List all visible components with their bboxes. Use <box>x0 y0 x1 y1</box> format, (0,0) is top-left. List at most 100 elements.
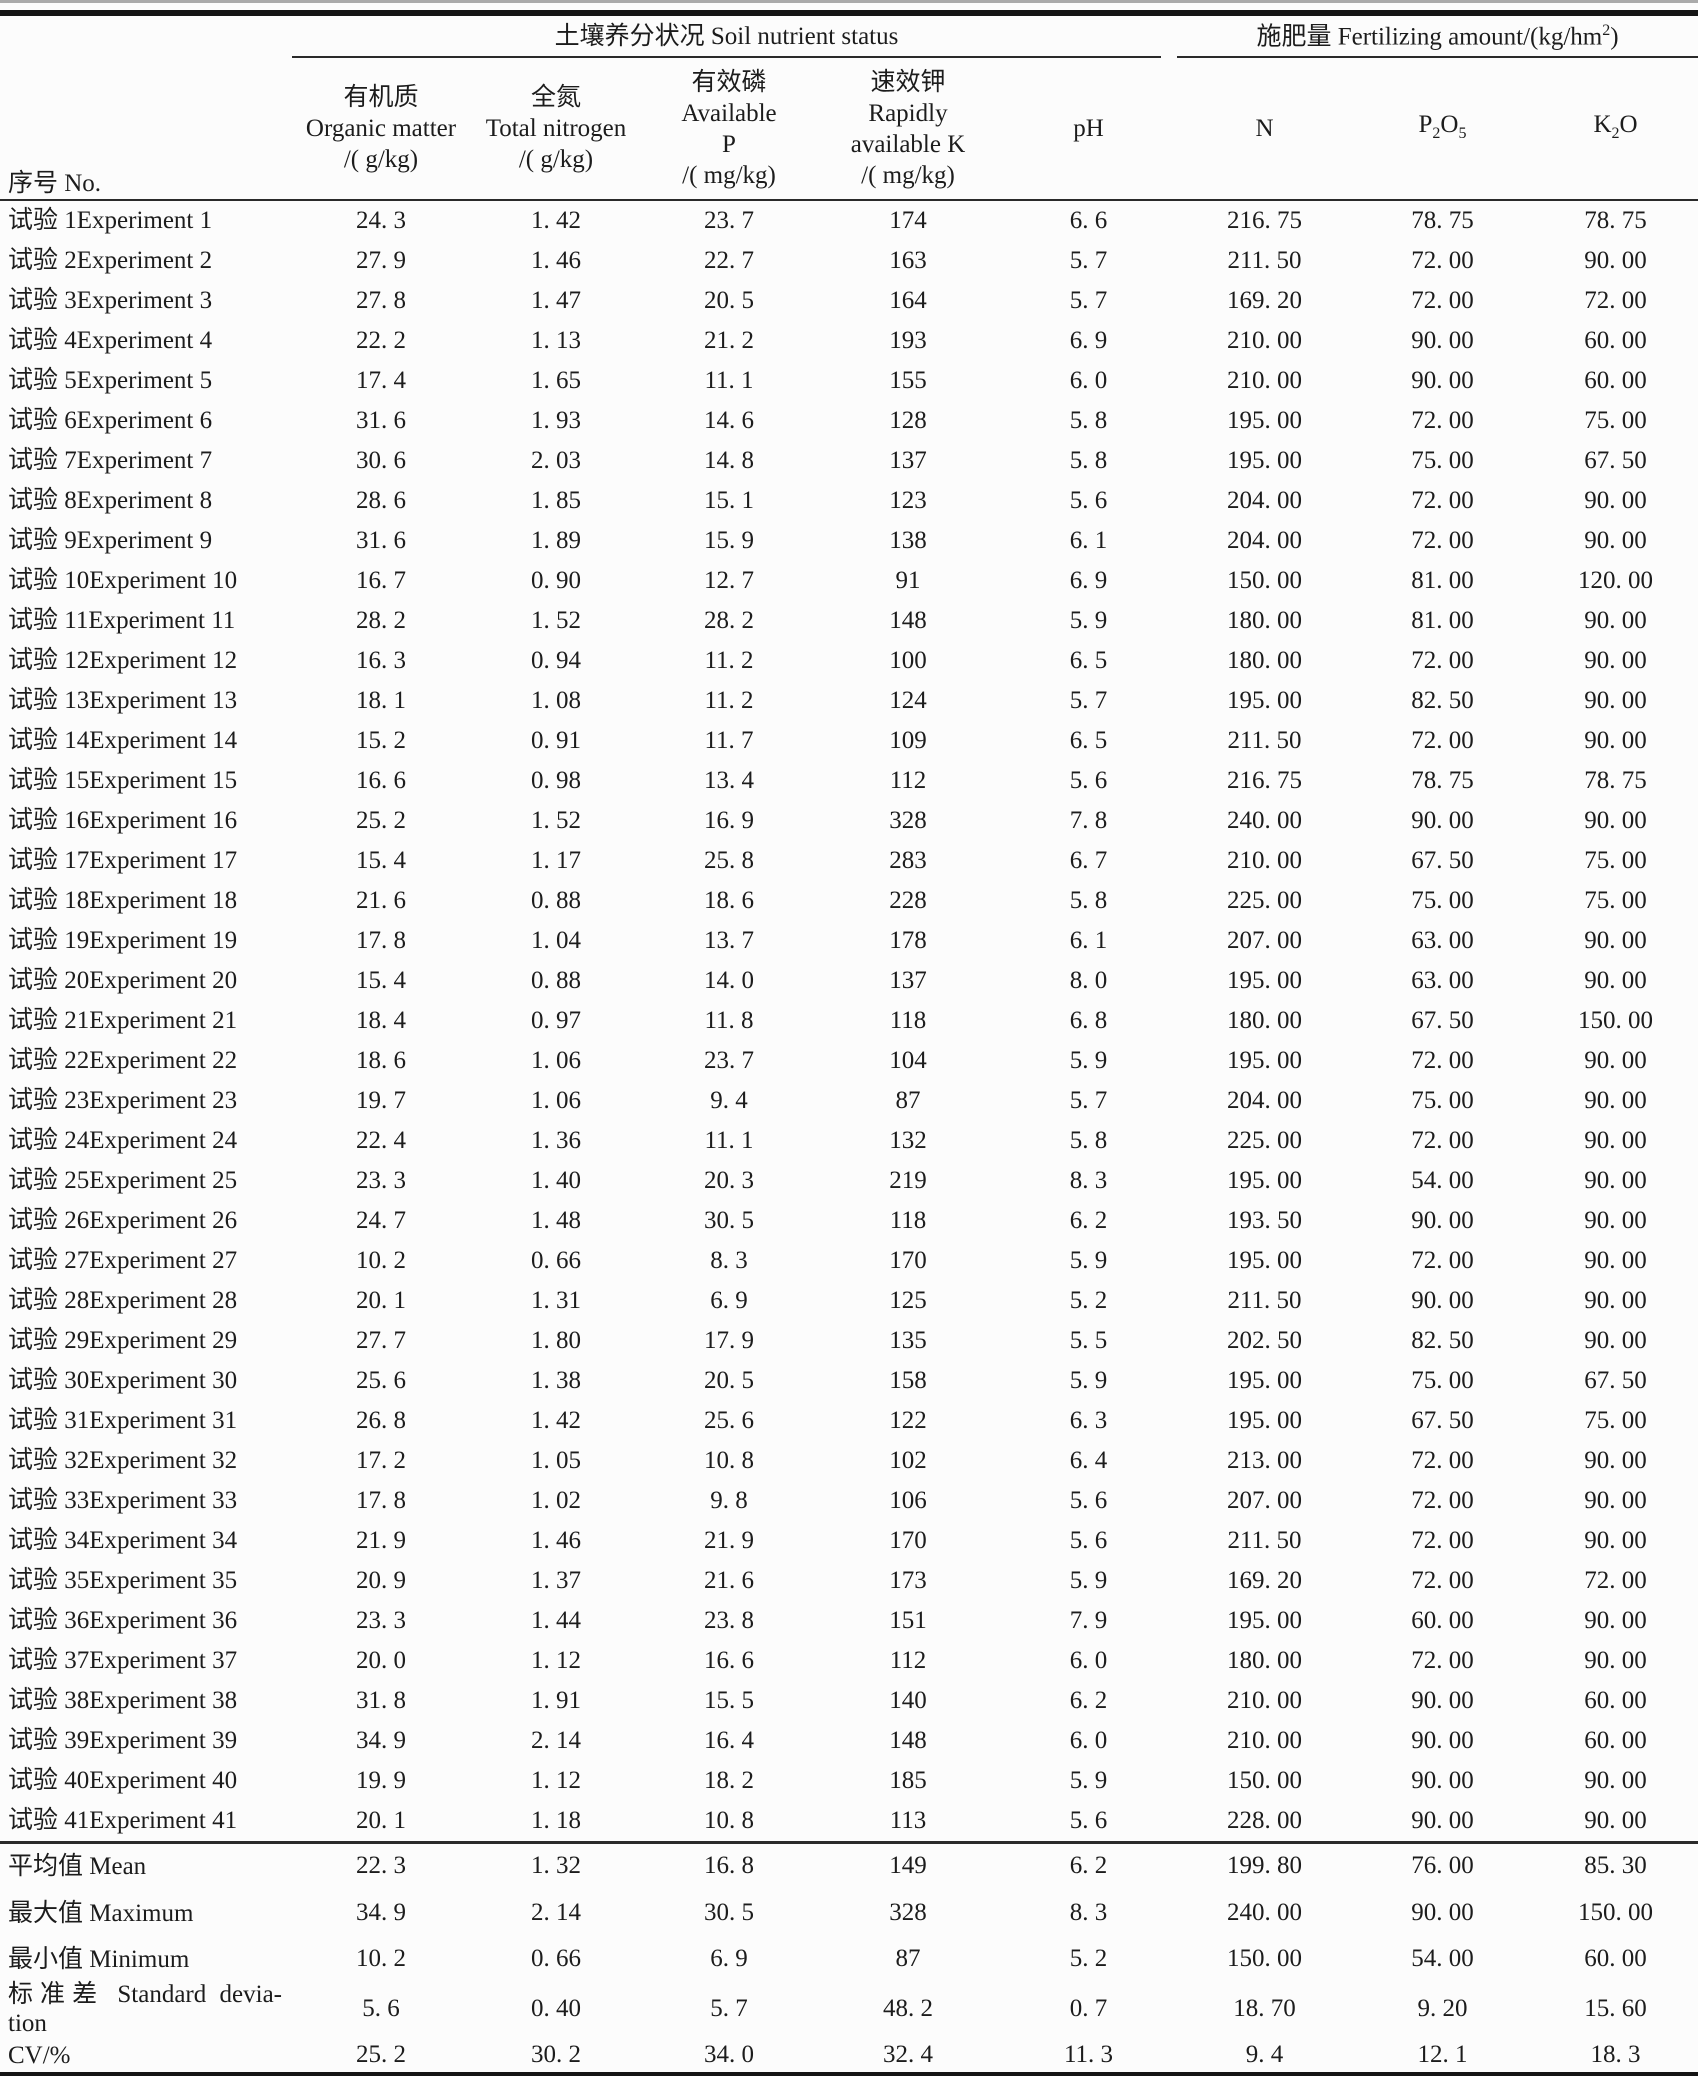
cell-value: 11. 8 <box>704 1007 754 1035</box>
summary-cell-value: 90. 00 <box>1411 1899 1474 1927</box>
column-header-row: 有机质 Organic matter /( g/kg) 全氮 Total nit… <box>0 58 1698 200</box>
table-row: 试验 23Experiment 23 19. 7 1. 06 9. 4 87 5. 7 20… <box>0 1081 1698 1121</box>
cell-value: 30. 6 <box>356 447 406 475</box>
table-row: 试验 37Experiment 37 20. 0 1. 12 16. 6 112 6. 0… <box>0 1641 1698 1681</box>
cell-value: 112 <box>889 1647 927 1675</box>
cell-value: 90. 00 <box>1584 1207 1647 1235</box>
cell-value: 5. 6 <box>1069 487 1108 515</box>
cell-value: 5. 8 <box>1069 1127 1108 1155</box>
cell-value: 210. 00 <box>1227 1687 1302 1715</box>
cell-value: 11. 2 <box>704 647 754 675</box>
cell-value: 75. 00 <box>1411 1087 1474 1115</box>
cell-value: 211. 50 <box>1227 1527 1302 1555</box>
cell-value: 28. 6 <box>356 487 406 515</box>
cell-value: 72. 00 <box>1411 1487 1474 1515</box>
cell-value: 90. 00 <box>1584 807 1647 835</box>
row-label: 试验 17Experiment 17 <box>8 847 238 875</box>
cell-value: 90. 00 <box>1584 1447 1647 1475</box>
cell-value: 122 <box>889 1407 927 1435</box>
cell-value: 72. 00 <box>1411 407 1474 435</box>
cell-value: 193. 50 <box>1227 1207 1302 1235</box>
cell-value: 180. 00 <box>1227 647 1302 675</box>
cell-value: 164 <box>889 287 927 315</box>
cell-value: 19. 9 <box>356 1767 406 1795</box>
summary-row: 最小值 Minimum 10. 2 0. 66 6. 9 87 5. 2 150. 00 54… <box>0 1938 1698 1980</box>
table-row: 试验 24Experiment 24 22. 4 1. 36 11. 1 132 5. 8… <box>0 1121 1698 1161</box>
cell-value: 87 <box>895 1087 921 1115</box>
cell-value: 10. 8 <box>704 1447 754 1475</box>
summary-row-label: CV/% <box>8 2041 71 2069</box>
summary-row: 标准差 Standard devia-tion 5. 6 0. 40 5. 7 48. … <box>0 1980 1698 2038</box>
cell-value: 72. 00 <box>1411 1127 1474 1155</box>
cell-value: 24. 3 <box>292 199 470 242</box>
summary-cell-value: 0. 7 <box>1069 1995 1108 2023</box>
summary-cell-value: 32. 4 <box>883 2041 933 2069</box>
cell-value: 27. 8 <box>356 287 406 315</box>
cell-value: 0. 91 <box>531 727 581 755</box>
summary-cell-value: 34. 0 <box>704 2041 754 2069</box>
row-label: 试验 30Experiment 30 <box>8 1367 238 1395</box>
cell-value: 75. 00 <box>1584 887 1647 915</box>
cell-value: 180. 00 <box>1227 607 1302 635</box>
cell-value: 13. 7 <box>704 927 754 955</box>
cell-value: 6. 0 <box>1069 367 1108 395</box>
cell-value: 193 <box>889 327 927 355</box>
cell-value: 328 <box>889 807 927 835</box>
cell-value: 210. 00 <box>1227 847 1302 875</box>
cell-value: 17. 4 <box>356 367 406 395</box>
cell-value: 6. 9 <box>710 1287 748 1315</box>
cell-value: 90. 00 <box>1584 1167 1647 1195</box>
cell-value: 17. 8 <box>356 1487 406 1515</box>
cell-value: 6. 7 <box>1069 847 1108 875</box>
table-body: 试验 1Experiment 1 24. 3 1. 42 23. 7 174 6. 6 21… <box>0 199 1698 2075</box>
cell-value: 158 <box>889 1367 927 1395</box>
cell-value: 67. 50 <box>1584 447 1647 475</box>
summary-row-label: 最大值 Maximum <box>8 1899 194 1927</box>
cell-value: 90. 00 <box>1584 1327 1647 1355</box>
cell-value: 17. 9 <box>704 1327 754 1355</box>
summary-cell-value: 25. 2 <box>356 2041 406 2069</box>
cell-value: 163 <box>889 247 927 275</box>
row-label: 试验 1Experiment 1 <box>0 199 292 242</box>
cell-value: 90. 00 <box>1584 1287 1647 1315</box>
cell-value: 90. 00 <box>1584 607 1647 635</box>
cell-value: 1. 37 <box>531 1567 581 1595</box>
cell-value: 90. 00 <box>1411 1207 1474 1235</box>
cell-value: 31. 8 <box>356 1687 406 1715</box>
cell-value: 5. 7 <box>1069 247 1108 275</box>
table-row: 试验 27Experiment 27 10. 2 0. 66 8. 3 170 5. 9 1… <box>0 1241 1698 1281</box>
cell-value: 75. 00 <box>1584 1407 1647 1435</box>
cell-value: 202. 50 <box>1227 1327 1302 1355</box>
cell-value: 54. 00 <box>1411 1167 1474 1195</box>
cell-value: 195. 00 <box>1227 1047 1302 1075</box>
cell-value: 26. 8 <box>356 1407 406 1435</box>
scan-edge-artifact <box>0 0 1698 3</box>
row-label: 试验 37Experiment 37 <box>8 1647 238 1675</box>
cell-value: 228. 00 <box>1227 1807 1302 1835</box>
table-row: 试验 6Experiment 6 31. 6 1. 93 14. 6 128 5. 8 19… <box>0 401 1698 441</box>
summary-cell-value: 199. 80 <box>1177 1841 1352 1889</box>
cell-value: 28. 2 <box>704 607 754 635</box>
table-row: 试验 19Experiment 19 17. 8 1. 04 13. 7 178 6. 1… <box>0 921 1698 961</box>
cell-value: 75. 00 <box>1411 887 1474 915</box>
cell-value: 72. 00 <box>1411 1567 1474 1595</box>
cell-value: 6. 9 <box>1069 327 1108 355</box>
cell-value: 169. 20 <box>1227 1567 1302 1595</box>
cell-value: 109 <box>889 727 927 755</box>
cell-value: 138 <box>889 527 927 555</box>
row-label: 试验 16Experiment 16 <box>8 807 238 835</box>
cell-value: 25. 6 <box>356 1367 406 1395</box>
cell-value: 11. 1 <box>704 367 754 395</box>
cell-value: 9. 8 <box>710 1487 748 1515</box>
cell-value: 207. 00 <box>1227 1487 1302 1515</box>
table-row: 试验 40Experiment 40 19. 9 1. 12 18. 2 185 5. 9… <box>0 1761 1698 1801</box>
cell-value: 211. 50 <box>1227 727 1302 755</box>
cell-value: 18. 2 <box>704 1767 754 1795</box>
row-label: 试验 39Experiment 39 <box>8 1727 238 1755</box>
row-label: 试验 22Experiment 22 <box>8 1047 238 1075</box>
cell-value: 25. 6 <box>704 1407 754 1435</box>
table-row: 试验 20Experiment 20 15. 4 0. 88 14. 0 137 8. 0… <box>0 961 1698 1001</box>
cell-value: 102 <box>889 1447 927 1475</box>
cell-value: 72. 00 <box>1411 727 1474 755</box>
summary-cell-value: 0. 40 <box>531 1995 581 2023</box>
